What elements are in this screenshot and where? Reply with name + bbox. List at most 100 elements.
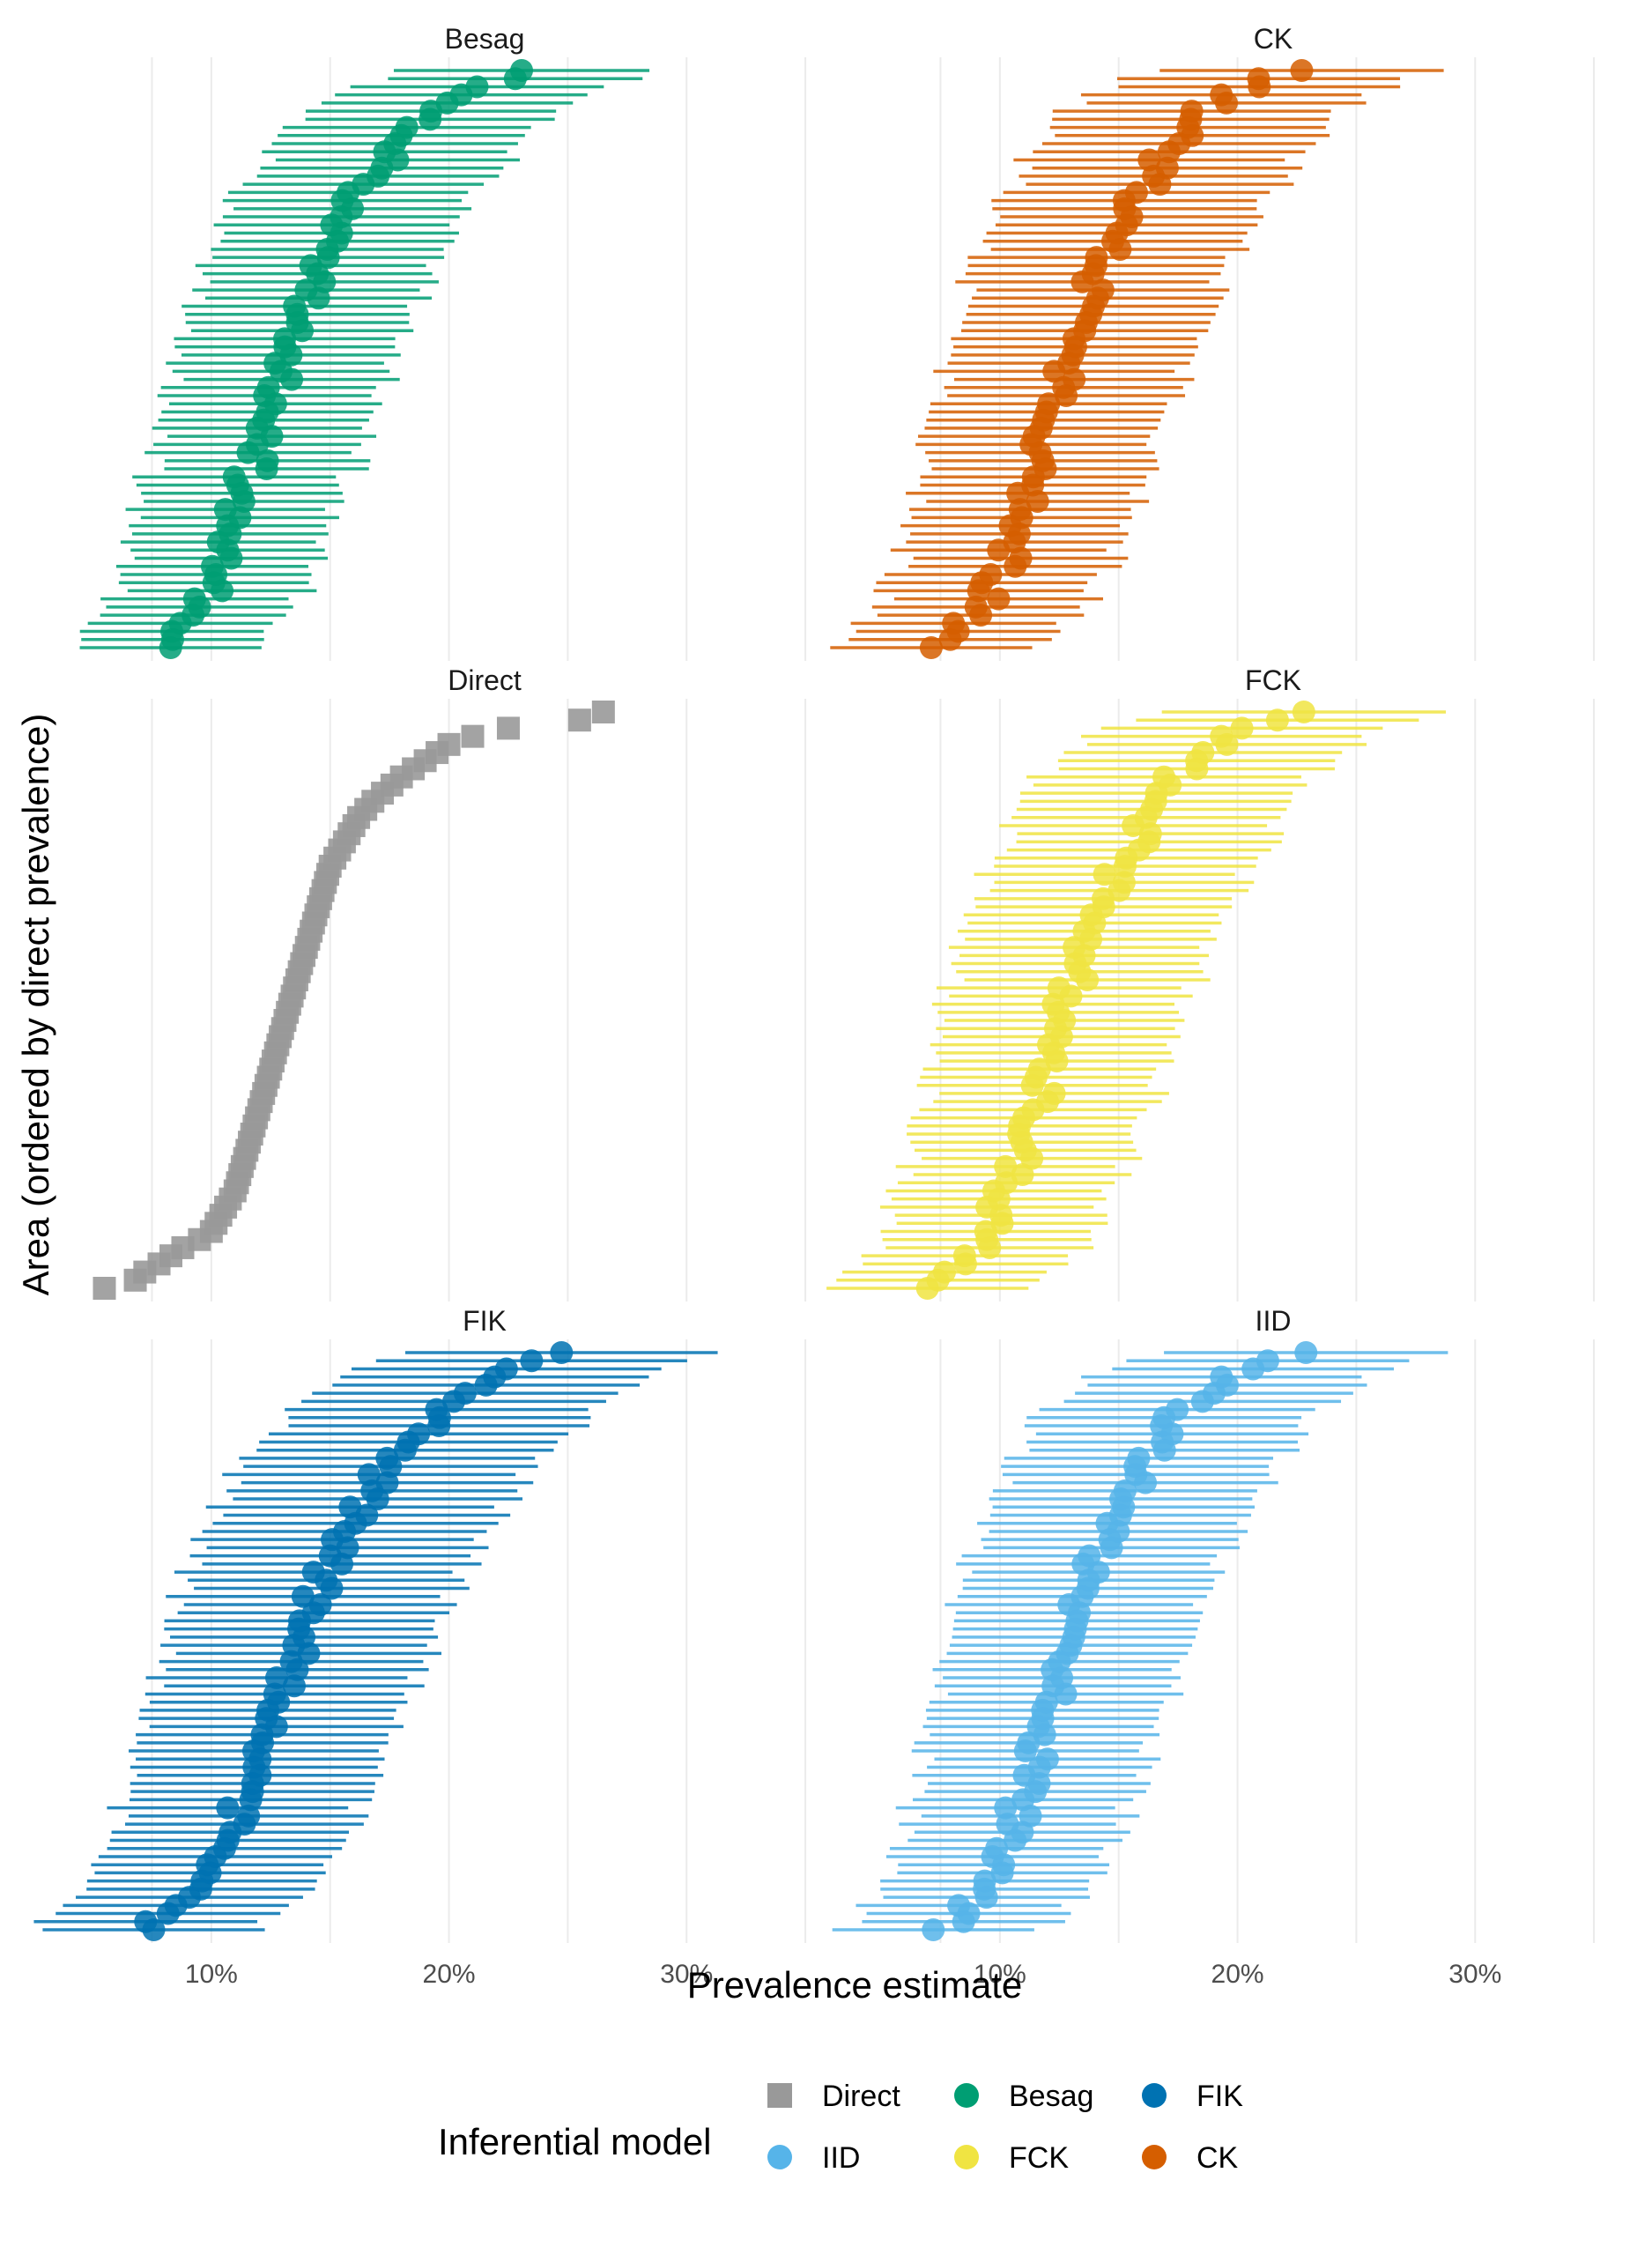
estimate-point <box>1210 1365 1233 1389</box>
estimate-point <box>1290 59 1314 82</box>
legend-key-circle <box>1142 2083 1167 2108</box>
direct-point <box>461 724 485 748</box>
estimate-point <box>256 375 280 399</box>
estimate-point <box>520 1349 544 1373</box>
estimate-point <box>1047 976 1070 1000</box>
legend-label: FCK <box>1009 2141 1069 2175</box>
panel-title: CK <box>1254 23 1293 55</box>
estimate-point <box>994 1154 1018 1178</box>
estimate-point <box>301 1561 325 1584</box>
panel-title: IID <box>1256 1305 1292 1337</box>
estimate-point <box>338 1495 362 1519</box>
estimate-point <box>425 1398 448 1421</box>
estimate-point <box>510 59 534 82</box>
legend-key-circle <box>1142 2145 1167 2169</box>
estimate-point <box>222 465 246 489</box>
estimate-point <box>299 254 322 278</box>
estimate-point <box>407 1422 431 1446</box>
estimate-point <box>494 1357 518 1381</box>
estimate-point <box>1137 148 1161 172</box>
legend-title: Inferential model <box>438 2121 712 2162</box>
legend-entry-direct: Direct <box>767 2080 900 2113</box>
panel-title: Direct <box>448 664 522 696</box>
estimate-point <box>1113 1479 1137 1502</box>
x-tick-label: 30% <box>1448 1960 1501 1989</box>
legend-entry-fck: FCK <box>954 2141 1069 2175</box>
estimate-point <box>283 294 307 318</box>
legend-label: Besag <box>1009 2080 1093 2113</box>
direct-point <box>437 732 461 756</box>
x-tick-label: 10% <box>974 1960 1026 1989</box>
estimate-point <box>1191 741 1215 765</box>
estimate-point <box>994 1796 1018 1820</box>
legend-label: Direct <box>822 2080 900 2113</box>
estimate-point <box>922 1918 945 1941</box>
estimate-point <box>1152 765 1176 789</box>
direct-point <box>591 701 615 723</box>
panel-besag: Besag <box>79 23 807 661</box>
estimate-point <box>942 612 966 635</box>
estimate-point <box>1078 1544 1101 1568</box>
x-axis-title: Prevalence estimate <box>687 1964 1023 2006</box>
estimate-point <box>256 449 279 472</box>
x-tick-label: 20% <box>423 1960 476 1989</box>
estimate-point <box>947 1894 971 1917</box>
legend-label: IID <box>822 2141 860 2175</box>
estimate-point <box>465 75 489 99</box>
estimate-point <box>932 1260 956 1284</box>
x-tick-label: 20% <box>1211 1960 1264 1989</box>
direct-point <box>496 716 520 740</box>
estimate-point <box>985 1836 1009 1860</box>
estimate-point <box>291 1584 315 1608</box>
legend-key-circle <box>954 2083 979 2108</box>
legend-label: CK <box>1196 2141 1239 2175</box>
estimate-point <box>357 1463 381 1487</box>
estimate-point <box>294 278 318 302</box>
panel-fik: FIK 10% 20% 30% <box>33 1305 807 1989</box>
estimate-point <box>1166 1398 1189 1421</box>
estimate-point <box>375 1446 399 1470</box>
estimate-point <box>1230 716 1254 740</box>
estimate-point <box>308 1592 332 1616</box>
estimate-point <box>1210 83 1233 107</box>
estimate-point <box>182 587 206 611</box>
estimate-point <box>265 1666 289 1690</box>
legend-entry-ck: CK <box>1142 2141 1239 2175</box>
legend-entry-fik: FIK <box>1142 2080 1243 2113</box>
estimate-point <box>1292 701 1315 723</box>
estimate-point <box>973 1869 996 1893</box>
estimate-point <box>1112 871 1136 894</box>
panel-title: FIK <box>463 1305 507 1337</box>
estimate-point <box>1093 863 1116 886</box>
estimate-point <box>919 636 943 659</box>
panel-title: Besag <box>445 23 525 55</box>
legend-key-square <box>767 2083 792 2108</box>
estimate-point <box>1256 1349 1279 1373</box>
estimate-point <box>1042 1081 1066 1105</box>
y-axis-title: Area (ordered by direct prevalence) <box>15 714 56 1296</box>
panel-direct: Direct <box>93 664 807 1301</box>
estimate-point <box>134 1910 158 1933</box>
estimate-point <box>1127 1446 1151 1470</box>
estimate-point <box>453 1382 477 1405</box>
estimate-point <box>1265 708 1289 732</box>
estimate-point <box>987 587 1011 611</box>
estimate-point <box>395 115 419 139</box>
estimate-point <box>1027 1057 1051 1081</box>
estimate-point <box>213 498 237 522</box>
estimate-point <box>216 1796 240 1820</box>
estimate-point <box>952 1244 976 1268</box>
estimate-point <box>1180 100 1204 123</box>
x-tick-label: 30% <box>660 1960 713 1989</box>
legend-key-circle <box>954 2145 979 2169</box>
estimate-point <box>1247 67 1270 91</box>
panel-iid: IID 10% 20% 30% <box>832 1305 1596 1989</box>
estimate-point <box>1210 724 1233 748</box>
estimate-point <box>979 562 1003 586</box>
legend-entry-besag: Besag <box>954 2080 1093 2113</box>
direct-point <box>93 1277 116 1300</box>
estimate-point <box>273 327 297 351</box>
x-tick-label: 10% <box>185 1960 238 1989</box>
legend-entry-iid: IID <box>767 2141 860 2175</box>
legend: Inferential model Direct Besag FIK IID FCK CK <box>438 2080 1243 2175</box>
